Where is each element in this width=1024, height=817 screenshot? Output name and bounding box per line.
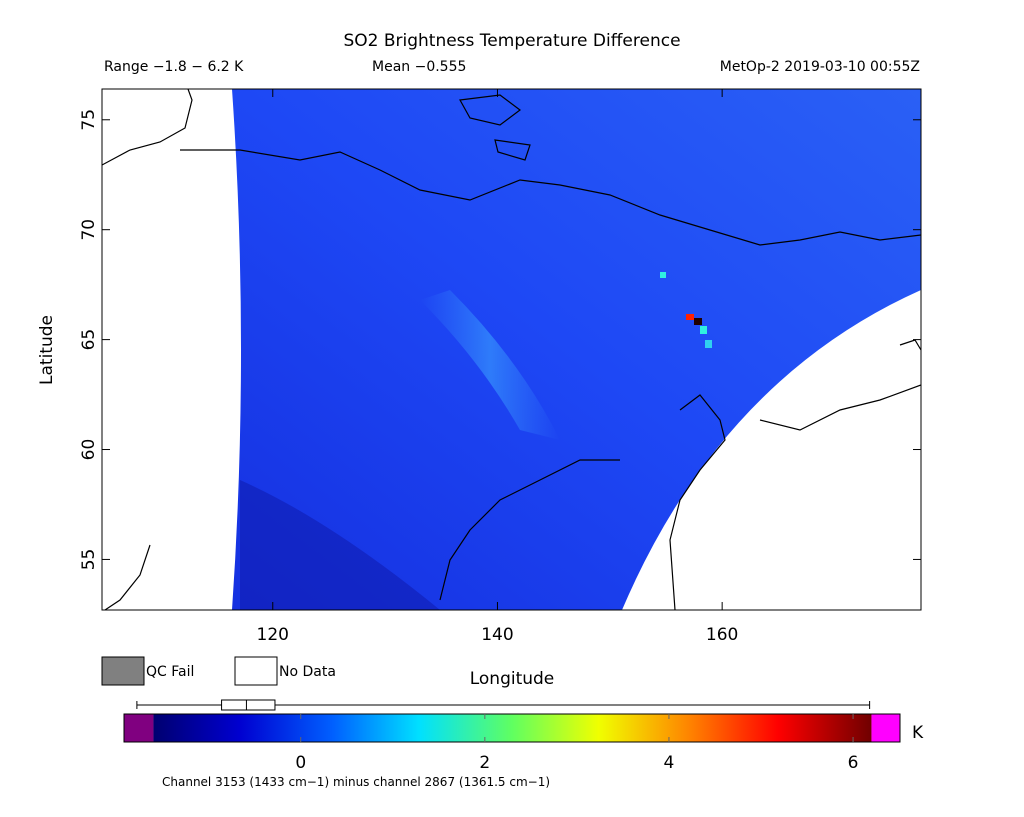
- hot-pixel: [705, 340, 712, 348]
- y-tick-label: 65: [79, 329, 99, 351]
- mean-text: Mean −0.555: [372, 59, 466, 75]
- title: SO2 Brightness Temperature Difference: [343, 31, 680, 51]
- y-tick-label: 55: [79, 549, 99, 571]
- hot-pixel: [694, 318, 702, 325]
- box: [221, 699, 276, 711]
- overflow-color: [871, 714, 900, 742]
- x-tick-label: 120: [257, 625, 289, 645]
- map-frame: [101, 88, 922, 611]
- no-data-label: No Data: [279, 664, 336, 680]
- dark-region: [240, 480, 440, 610]
- hot-pixel: [686, 314, 694, 320]
- source-text: MetOp-2 2019-03-10 00:55Z: [720, 59, 920, 75]
- x-tick-label: 160: [706, 625, 738, 645]
- y-tick-label: 60: [79, 439, 99, 461]
- range-text: Range −1.8 − 6.2 K: [104, 59, 244, 75]
- map-area: [102, 89, 921, 610]
- y-axis-label: Latitude: [37, 315, 57, 385]
- y-tick-label: 70: [79, 219, 99, 241]
- map-ticks: 120 140 160 55 60 65 70 75: [79, 89, 921, 645]
- caption: Channel 3153 (1433 cm−1) minus channel 2…: [162, 775, 550, 789]
- color-scale: [153, 714, 872, 742]
- colorbar-tick-label: 6: [848, 753, 859, 773]
- colorbar-tick-label: 4: [664, 753, 675, 773]
- qc-fail-swatch: [101, 656, 145, 686]
- colorbar-unit: K: [912, 723, 924, 743]
- y-tick-label: 75: [79, 109, 99, 131]
- x-axis-label: Longitude: [470, 669, 555, 689]
- hot-pixel: [660, 272, 666, 278]
- colorbar-tick-label: 2: [479, 753, 490, 773]
- coastlines: [102, 89, 921, 610]
- x-tick-label: 140: [481, 625, 513, 645]
- underflow-color: [124, 714, 154, 742]
- no-data-swatch: [234, 656, 278, 686]
- qc-fail-label: QC Fail: [146, 664, 194, 680]
- swath: [232, 89, 921, 610]
- hot-pixel: [700, 326, 707, 334]
- colorbar: 0 2 4 6 K: [123, 699, 924, 773]
- colorbar-frame: [123, 713, 901, 743]
- bright-band: [420, 290, 560, 440]
- colorbar-tick-label: 0: [295, 753, 306, 773]
